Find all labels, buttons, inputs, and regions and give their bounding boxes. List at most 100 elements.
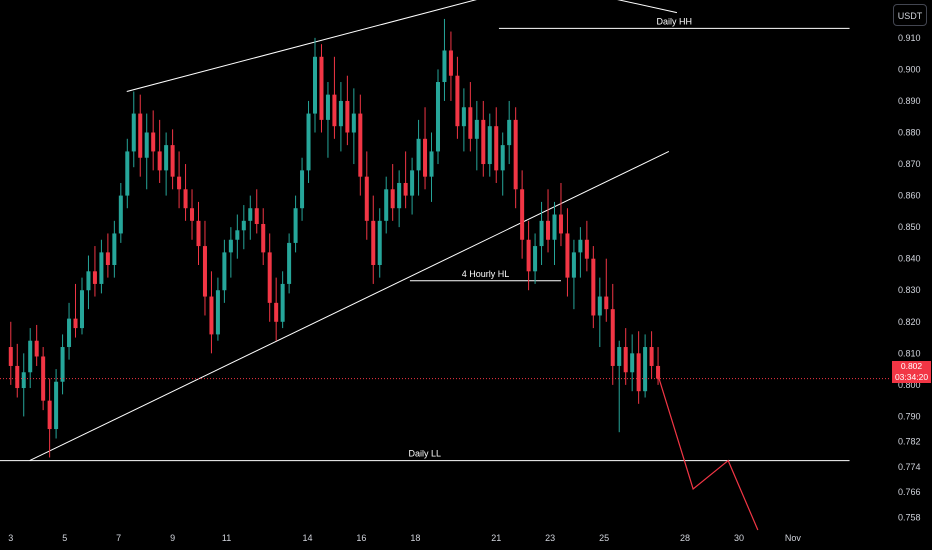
candle: [164, 132, 169, 196]
candle: [183, 164, 188, 221]
candle-body: [597, 296, 602, 316]
candle: [578, 227, 583, 278]
candle: [500, 132, 505, 196]
candle: [170, 129, 175, 190]
candle: [196, 201, 201, 265]
candle-body: [112, 233, 117, 265]
candle: [21, 353, 26, 417]
candle-body: [151, 132, 156, 152]
candle-body: [610, 309, 615, 366]
candle-body: [403, 182, 408, 196]
daily-ll-label: Daily LL: [409, 449, 442, 459]
candle-body: [41, 356, 46, 401]
candle-body: [558, 214, 563, 234]
candle: [34, 324, 39, 366]
candle: [520, 170, 525, 259]
candle-body: [494, 126, 499, 171]
candle-body: [67, 318, 72, 348]
candle: [338, 82, 343, 152]
candle-body: [546, 220, 551, 240]
candle-body: [254, 208, 259, 224]
candle-body: [196, 220, 201, 247]
channel-upper-line[interactable]: [126, 0, 499, 92]
candle: [228, 227, 233, 278]
candle: [280, 271, 285, 329]
candle-body: [332, 94, 337, 127]
candle-body: [86, 271, 91, 291]
candle-body: [92, 271, 97, 284]
candle: [92, 246, 97, 297]
candle-body: [520, 189, 525, 240]
candle-body: [222, 252, 227, 291]
candle: [591, 246, 596, 329]
candle-body: [604, 296, 609, 310]
candle: [513, 107, 518, 209]
candle: [157, 119, 162, 183]
candle-body: [28, 340, 33, 373]
candle: [358, 94, 363, 196]
y-tick-label: 0.774: [898, 462, 921, 472]
candle: [235, 214, 240, 259]
candle: [643, 334, 648, 398]
candle: [435, 69, 440, 165]
candle-body: [623, 347, 628, 373]
x-tick-label: 30: [734, 533, 744, 543]
candle-body: [448, 50, 453, 76]
candle: [274, 277, 279, 341]
candle-body: [656, 365, 661, 379]
candle: [597, 277, 602, 348]
candle-body: [591, 258, 596, 316]
projection-path[interactable]: [657, 375, 759, 531]
candle-body: [248, 208, 253, 221]
currency-button[interactable]: USDT: [893, 4, 927, 26]
candle-body: [636, 353, 641, 392]
candle-body: [125, 151, 130, 196]
candle: [539, 201, 544, 265]
candle: [248, 195, 253, 240]
candle: [546, 189, 551, 253]
candle-body: [170, 145, 175, 177]
candle: [584, 220, 589, 272]
candle-body: [487, 126, 492, 165]
candle: [565, 208, 570, 297]
candle-body: [274, 302, 279, 322]
channel-lower-line[interactable]: [29, 150, 670, 462]
y-tick-label: 0.810: [898, 348, 921, 358]
candle: [623, 328, 628, 385]
candle: [73, 283, 78, 338]
candle-body: [423, 138, 428, 177]
candle-body: [649, 347, 654, 366]
candle: [403, 151, 408, 209]
candle: [222, 239, 227, 303]
candle-body: [513, 119, 518, 190]
candle-body: [190, 208, 195, 221]
candle: [79, 277, 84, 335]
candle: [429, 132, 434, 202]
candle-body: [34, 340, 39, 357]
candle: [287, 233, 292, 294]
y-tick-label: 0.782: [898, 437, 921, 447]
candle-body: [338, 100, 343, 127]
candle: [558, 182, 563, 247]
candle: [86, 255, 91, 310]
candle: [177, 151, 182, 209]
candle-body: [468, 107, 473, 139]
x-tick-label: 9: [170, 533, 175, 543]
candle-body: [461, 107, 466, 127]
x-tick-label: 3: [8, 533, 13, 543]
candle: [364, 151, 369, 240]
candle-body: [319, 56, 324, 120]
candle-body: [364, 176, 369, 221]
candle: [319, 44, 324, 133]
candle-body: [118, 195, 123, 234]
candle-body: [410, 170, 415, 196]
candle: [390, 164, 395, 221]
4-hourly-hl-label: 4 Hourly HL: [462, 269, 510, 279]
candle-body: [474, 119, 479, 139]
candle: [202, 220, 207, 316]
candle: [345, 75, 350, 146]
candle: [60, 334, 65, 395]
channel-upper-ext-line[interactable]: [591, 0, 678, 14]
